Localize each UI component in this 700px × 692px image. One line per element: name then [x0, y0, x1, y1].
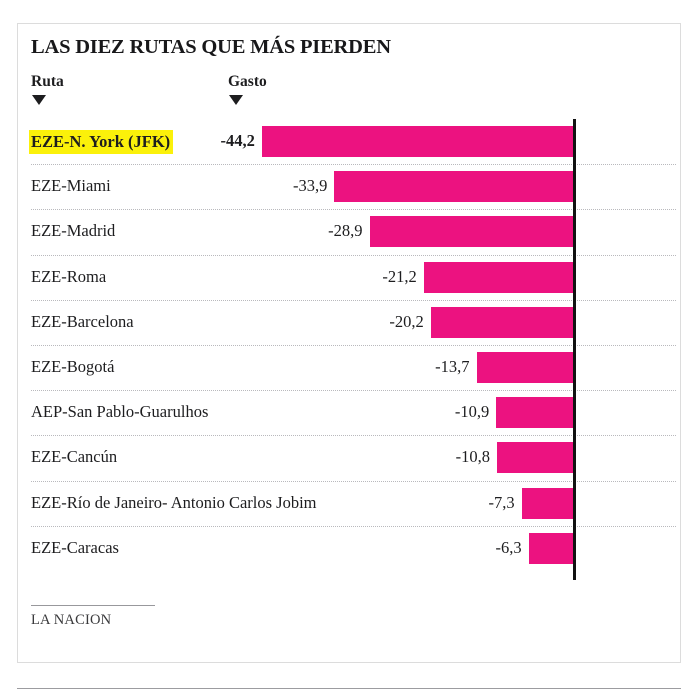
bar-chart-plot-area: EZE-N. York (JFK) -44,2 EZE-Miami -33,9 EZE-…: [18, 108, 680, 588]
value-label: -6,3: [495, 537, 522, 557]
chevron-down-icon: [229, 95, 243, 105]
row-separator: [31, 525, 676, 527]
value-label: -33,9: [292, 176, 328, 196]
row-separator: [31, 299, 676, 301]
table-row: EZE-Miami -33,9: [18, 164, 680, 209]
chevron-down-icon: [32, 95, 46, 105]
bar: [423, 261, 573, 293]
table-row: EZE-Cancún -10,8: [18, 435, 680, 480]
page-title: LAS DIEZ RUTAS QUE MÁS PIERDEN: [31, 36, 391, 58]
bar: [496, 397, 573, 429]
route-label: EZE-N. York (JFK): [29, 130, 174, 154]
route-label: EZE-Caracas: [31, 537, 119, 557]
row-separator: [31, 345, 676, 346]
value-label: -10,9: [454, 402, 490, 422]
table-row: AEP-San Pablo-Guarulhos -10,9: [18, 390, 680, 435]
bar: [334, 171, 573, 203]
bar: [430, 306, 573, 338]
route-label: EZE-Barcelona: [31, 311, 134, 331]
row-separator: [31, 480, 676, 482]
table-row: EZE-Bogotá -13,7: [18, 345, 680, 390]
route-label: EZE-Madrid: [31, 221, 116, 241]
value-label: -21,2: [382, 266, 417, 286]
value-label: -20,2: [389, 311, 424, 331]
table-row: EZE-Madrid -28,9: [18, 209, 680, 254]
row-separator: [31, 390, 676, 392]
value-label: -28,9: [328, 221, 363, 241]
row-separator: [31, 209, 676, 211]
route-label: EZE-Bogotá: [31, 357, 115, 376]
route-label: EZE-Río de Janeiro- Antonio Carlos Jobim: [31, 492, 317, 512]
column-header-gasto: Gasto: [228, 73, 267, 90]
route-label: EZE-Cancún: [31, 447, 118, 467]
column-header-ruta: Ruta: [31, 73, 64, 90]
table-row: EZE-Caracas -6,3: [18, 525, 680, 571]
bar: [521, 487, 573, 519]
table-row: EZE-Roma -21,2: [18, 254, 680, 300]
value-label: -7,3: [488, 492, 515, 512]
bar: [528, 532, 573, 564]
infographic-card: LAS DIEZ RUTAS QUE MÁS PIERDEN Ruta Gast…: [17, 23, 681, 663]
column-headers: Ruta Gasto: [31, 73, 651, 113]
bar: [496, 442, 573, 474]
table-row: EZE-N. York (JFK) -44,2: [18, 119, 680, 164]
value-label: -44,2: [220, 131, 255, 150]
row-separator: [31, 435, 676, 437]
footer-divider: [31, 605, 155, 606]
route-label: AEP-San Pablo-Guarulhos: [31, 402, 209, 422]
source-credit: LA NACION: [31, 612, 112, 628]
zero-axis-line: [573, 119, 576, 580]
route-label: EZE-Miami: [31, 176, 111, 196]
row-separator: [31, 254, 676, 256]
route-label: EZE-Roma: [31, 266, 107, 286]
row-separator: [31, 164, 676, 166]
table-row: EZE-Barcelona -20,2: [18, 299, 680, 345]
table-row: EZE-Río de Janeiro- Antonio Carlos Jobim…: [18, 480, 680, 526]
bar: [476, 352, 573, 383]
value-label: -10,8: [455, 447, 490, 467]
bottom-divider: [17, 688, 681, 689]
bar: [261, 126, 573, 157]
bar: [369, 216, 573, 248]
value-label: -13,7: [435, 357, 470, 376]
